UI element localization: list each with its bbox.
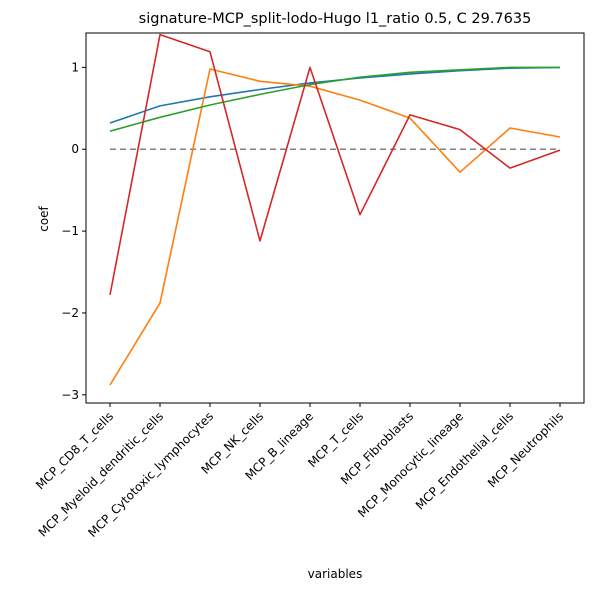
series-line-1	[109, 66, 561, 124]
y-tick-label: −1	[61, 224, 79, 238]
series-line-2	[109, 68, 561, 386]
x-tick-label: MCP_Endothelial_cells	[413, 409, 516, 512]
y-tick-label: 1	[71, 60, 79, 74]
series-line-3	[109, 66, 560, 132]
y-tick-label: −2	[61, 306, 79, 320]
x-axis-label: variables	[308, 567, 363, 581]
plot-frame	[85, 32, 585, 404]
y-axis-label: coef	[37, 205, 51, 231]
chart-title: signature-MCP_split-lodo-Hugo l1_ratio 0…	[139, 11, 532, 27]
y-tick-label: 0	[71, 142, 79, 156]
y-tick-label: −3	[61, 388, 79, 402]
plot-area: −3−2−101MCP_CD8_T_cellsMCP_Myeloid_dendr…	[33, 32, 585, 540]
series-line-4	[109, 33, 561, 296]
